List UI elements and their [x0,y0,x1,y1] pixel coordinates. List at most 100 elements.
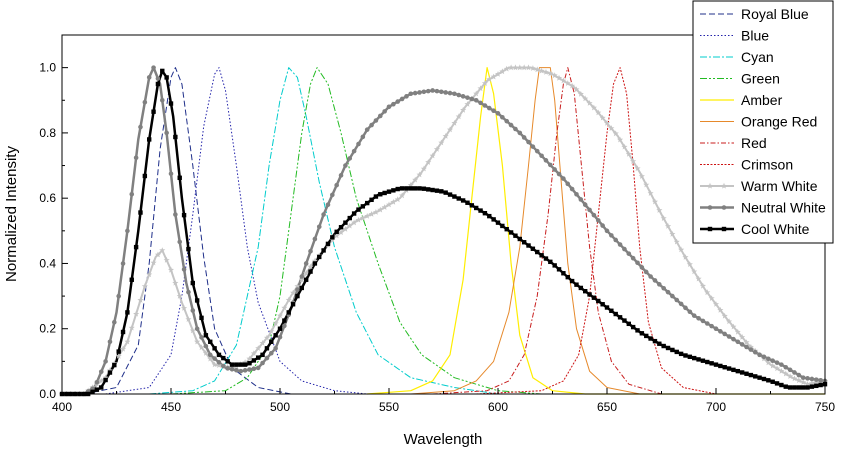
data-point [181,212,187,218]
data-point [164,130,169,136]
data-point [256,355,261,360]
data-point [761,354,767,360]
data-point [426,187,431,192]
data-point [199,335,204,340]
data-point [238,362,243,367]
data-point [147,137,152,142]
data-point [644,333,649,339]
data-point [181,305,188,311]
data-point [142,173,148,179]
data-point [120,261,126,266]
data-point [478,100,483,106]
data-point [268,328,275,334]
series-line [83,67,825,395]
data-point [377,113,383,119]
data-point [343,220,348,225]
data-point [512,64,519,71]
data-point [613,237,619,243]
data-point [517,236,522,242]
data-point [133,155,139,161]
data-point [587,292,592,297]
data-point [770,379,775,384]
data-point [212,346,217,351]
x-tick-label: 700 [706,400,726,414]
data-point [608,125,615,131]
data-point [412,176,419,183]
data-point [630,255,636,261]
data-point [312,261,318,266]
data-point [521,240,527,245]
data-point [473,97,479,103]
data-point [707,205,713,210]
data-point [430,88,435,93]
data-point [465,95,470,100]
data-point [355,216,362,223]
data-point [491,217,496,222]
data-point [429,152,436,159]
data-point [686,261,693,267]
data-point [530,246,536,251]
data-point [399,96,405,102]
data-point [129,191,135,197]
data-point [774,360,780,365]
data-point [125,310,130,315]
y-tick-label: 0.2 [39,322,56,336]
data-point [761,376,767,382]
data-point [691,313,697,318]
data-point [330,192,335,198]
data-point [503,65,510,72]
data-point [552,263,557,268]
data-point [707,226,713,232]
data-point [98,377,105,384]
data-point [713,362,719,367]
data-point [251,358,257,363]
data-point [791,375,798,382]
data-point [795,377,802,384]
data-point [146,271,153,278]
data-point [207,355,214,362]
data-point [308,248,313,254]
data-point [464,101,471,107]
data-point [734,328,741,335]
data-point [94,379,100,385]
data-point [338,229,345,235]
data-point [94,387,100,392]
data-point [753,374,758,379]
data-point [404,94,409,99]
data-point [373,194,379,199]
x-axis: 400 450 500 550 600 650 700 750 [52,388,835,414]
data-point [273,346,278,351]
data-point [412,90,418,96]
data-point [774,381,780,386]
data-point [626,321,631,327]
data-point [460,94,466,99]
data-point [298,276,305,283]
data-point [731,336,736,342]
data-point [718,329,723,334]
data-point [255,345,262,351]
data-point [739,334,746,340]
data-point [112,362,117,368]
data-point [617,242,623,247]
x-tick-label: 400 [52,400,72,414]
data-point [351,219,358,226]
legend: Royal Blue Blue Cyan Green Amber Orange Red Re… [692,0,834,244]
data-point [455,113,462,120]
data-point [739,342,745,347]
data-point [155,81,161,87]
data-point [238,368,244,374]
data-point [168,171,174,177]
data-point [625,150,632,157]
data-point [177,175,182,180]
legend-label: Amber [741,92,783,108]
data-point [160,68,165,74]
data-point [617,315,623,320]
data-point [665,223,672,229]
data-point [525,64,532,71]
data-point [796,385,802,390]
data-point [583,288,588,294]
data-point [404,186,409,191]
data-point [338,225,344,230]
data-point [382,109,387,114]
data-point [726,366,732,371]
